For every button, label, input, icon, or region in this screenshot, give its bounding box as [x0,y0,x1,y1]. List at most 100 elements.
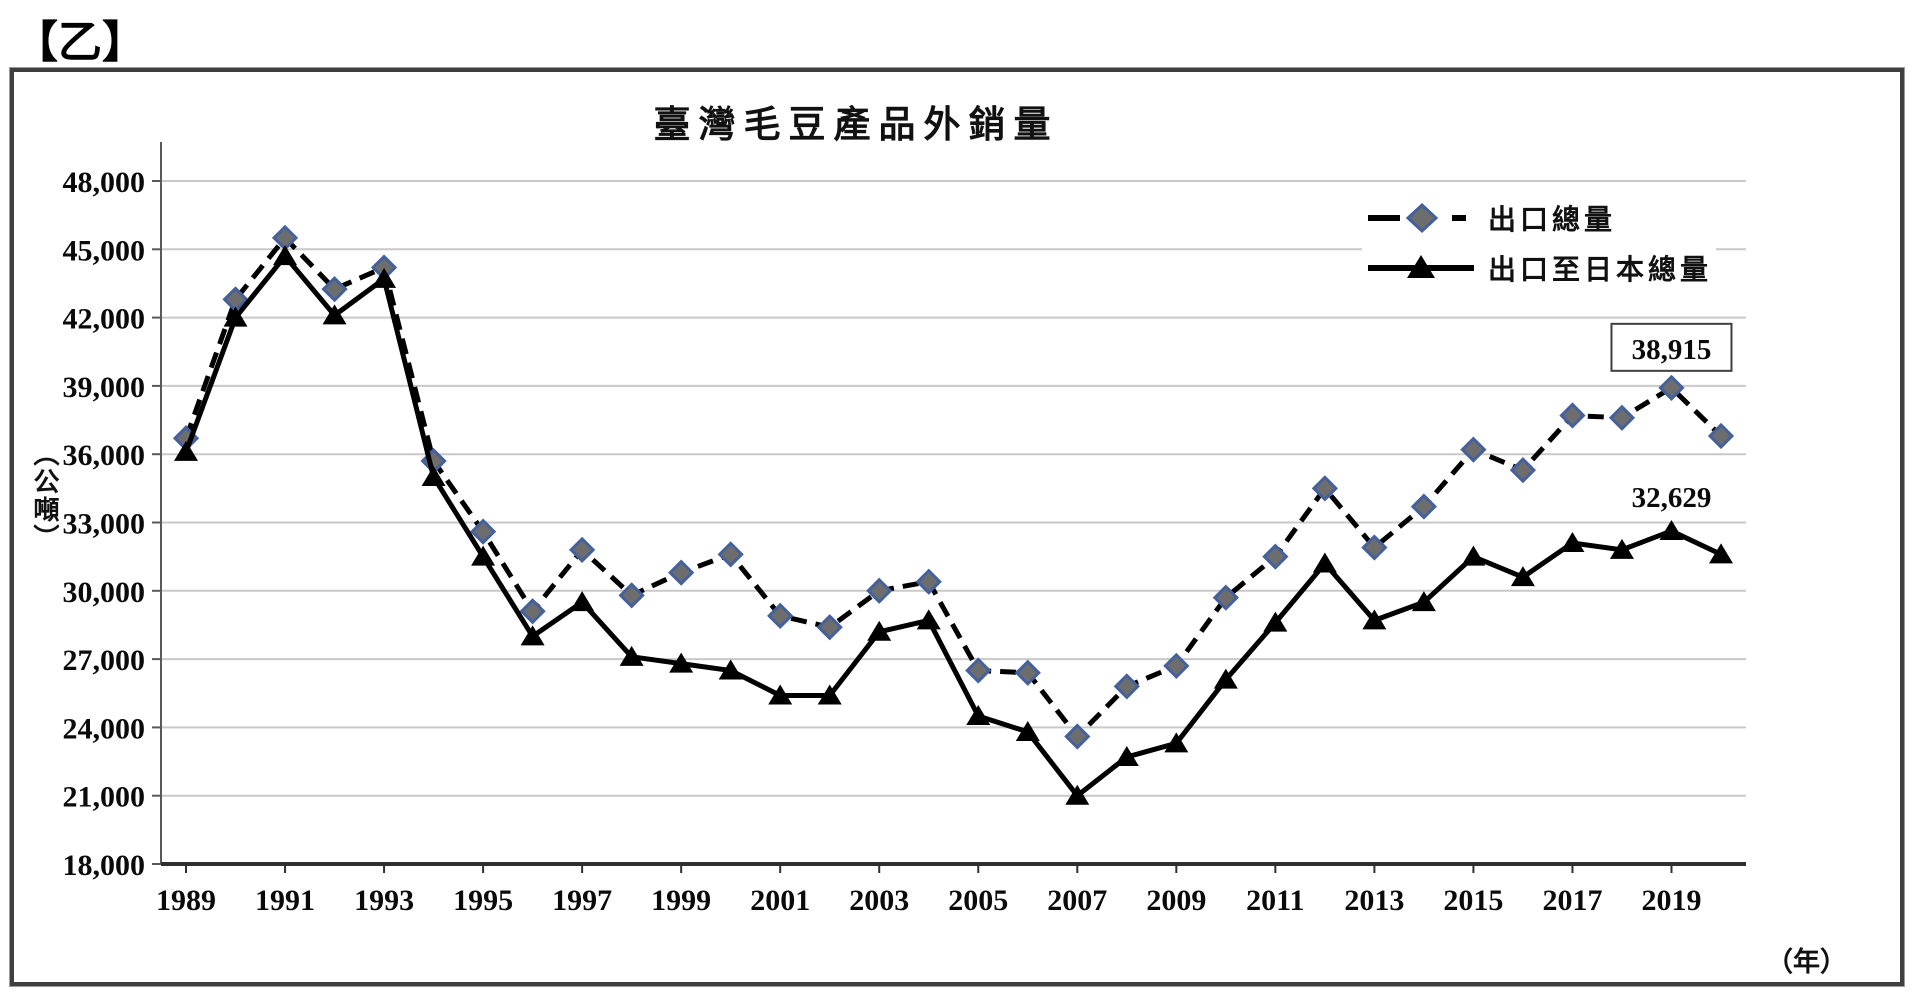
data-point-triangle [1164,732,1189,753]
data-point-triangle [1015,720,1040,741]
data-point-triangle [867,620,892,641]
data-point-diamond [1658,374,1685,401]
data-point-triangle [1114,745,1139,766]
y-axis-tick-label: 21,000 [63,781,146,814]
data-point-triangle [1510,566,1535,587]
data-point-triangle [1312,552,1337,573]
data-point-diamond [1410,493,1438,520]
y-axis-tick-label: 45,000 [63,234,146,267]
series-line-1 [183,252,1723,800]
y-axis-tick-label: 24,000 [63,712,146,745]
x-axis-tick-label: 1991 [255,884,315,917]
data-point-diamond [1311,475,1338,502]
y-axis-unit-label: （公噸） [30,440,59,552]
x-axis-tick-label: 2011 [1246,884,1304,917]
legend-label-total-exports: 出口總量 [1488,205,1617,236]
x-axis-tick-label: 1993 [354,884,414,917]
data-point-triangle [1461,545,1486,566]
x-axis-tick-label: 2019 [1641,884,1701,917]
data-point-triangle [421,465,446,486]
annotation-value: 38,915 [1632,334,1712,366]
solid-triangle-marker-icon [1368,255,1474,278]
data-point-diamond [321,276,348,303]
data-point-triangle [1560,531,1585,552]
x-axis-tick-label: 2009 [1146,884,1206,917]
data-point-diamond [915,568,942,595]
data-point-triangle [1213,668,1238,689]
y-axis-tick-label: 39,000 [63,371,146,404]
data-point-diamond [1262,543,1289,570]
data-point-diamond [965,657,992,684]
legend-item-exports-to-japan: 出口至日本總量 [1362,246,1717,290]
data-point-triangle [768,684,793,705]
data-point-triangle [966,705,991,726]
legend-label-exports-to-japan: 出口至日本總量 [1488,255,1713,286]
data-point-diamond [519,598,546,625]
data-point-diamond [717,541,744,568]
y-axis-tick-label: 27,000 [63,644,146,677]
figure-label: 【乙】 [14,18,146,67]
data-point-diamond [469,518,497,545]
data-point-diamond [668,559,695,586]
data-point-triangle [1609,538,1634,559]
data-point-triangle [1065,784,1090,805]
legend: 出口總量 出口至日本總量 [1362,196,1717,290]
x-axis-tick-label: 1997 [552,884,612,917]
data-point-triangle [669,652,694,673]
chart-frame: 48,000 45,000 42,000 39,000 36,000 33,000 30,0… [10,68,1904,986]
x-axis-tick-label: 2007 [1047,884,1107,917]
data-point-diamond [1460,436,1487,463]
data-point-triangle [174,440,198,461]
data-point-triangle [471,545,496,566]
x-axis-unit-label: （年） [1766,947,1847,977]
data-point-diamond [1361,534,1388,561]
x-axis-tick-label: 2005 [948,884,1008,917]
chart-title: 臺灣毛豆產品外銷量 [653,105,1059,146]
data-point-triangle [322,304,347,325]
data-point-triangle [520,625,545,646]
data-point-diamond [816,614,843,641]
data-point-triangle [619,645,644,666]
x-axis-tick-label: 1995 [453,884,513,917]
x-axis-tick-label: 2015 [1443,884,1503,917]
x-axis-tick-label: 1999 [651,884,711,917]
annotation-box [1610,322,1733,372]
y-axis-tick-label: 33,000 [63,508,146,541]
data-point-triangle [1263,611,1288,632]
line-chart-canvas: 48,000 45,000 42,000 39,000 36,000 33,000 30,0… [63,142,1746,917]
legend-item-total-exports: 出口總量 [1362,196,1717,240]
data-point-triangle [1709,543,1733,564]
dashed-diamond-marker-icon [1368,202,1466,234]
data-point-diamond [1163,652,1190,680]
data-point-diamond [1559,402,1586,429]
series-line-0 [183,234,1723,741]
data-point-triangle [223,306,248,327]
x-axis-tick-label: 2017 [1542,884,1602,917]
data-point-diamond [1014,659,1041,686]
x-axis-tick-label: 1989 [156,884,216,917]
data-point-diamond [1608,404,1636,431]
data-point-diamond [1707,422,1735,450]
data-point-diamond [866,577,893,604]
x-axis-tick-label: 2001 [750,884,810,917]
y-axis-tick-label: 30,000 [63,576,146,609]
data-point-triangle [817,684,842,705]
data-point-diamond [1509,457,1537,484]
y-axis-tick-label: 18,000 [63,849,146,882]
data-point-triangle [916,609,941,630]
y-axis-tick-label: 36,000 [63,439,146,472]
data-point-diamond [569,536,596,563]
data-point-diamond [767,602,794,629]
data-point-diamond [618,582,645,609]
x-axis-tick-label: 2013 [1344,884,1404,917]
data-point-triangle [570,591,595,612]
y-axis-tick-label: 42,000 [63,303,146,336]
data-point-diamond [1212,584,1239,611]
y-axis-tick-label: 48,000 [63,166,146,199]
data-point-triangle [1362,609,1387,630]
data-point-triangle [718,659,743,680]
annotation-value: 32,629 [1632,482,1712,514]
x-axis-tick-label: 2003 [849,884,909,917]
data-point-diamond [1064,723,1091,750]
data-point-triangle [372,267,397,288]
